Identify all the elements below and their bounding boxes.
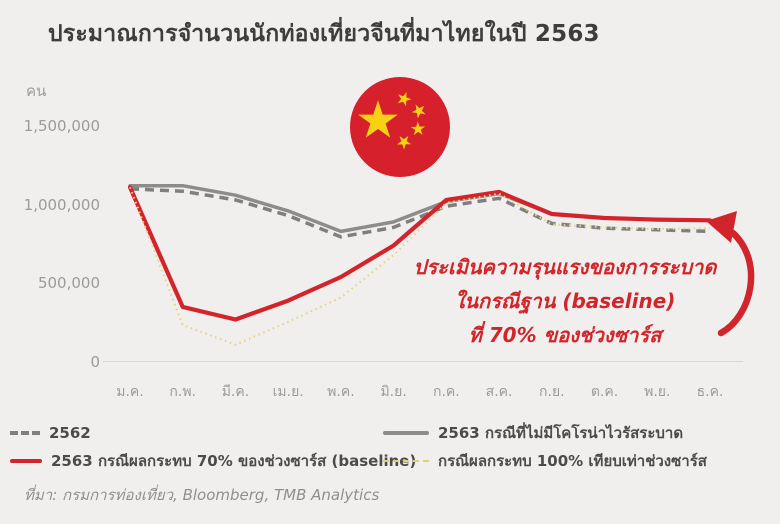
x-axis-tick-label: ก.พ. (169, 384, 197, 400)
legend-swatch-dashed-gray (10, 431, 40, 435)
x-axis-tick-label: มิ.ย. (380, 384, 407, 400)
x-axis-tick-label: เม.ย. (272, 384, 304, 400)
legend-item-2563-no-covid: 2563 กรณีที่ไม่มีโคโรน่าไวรัสระบาด (383, 424, 683, 442)
baseline-annotation: ประเมินความรุนแรงของการระบาด ในกรณีฐาน (… (405, 250, 725, 352)
legend-label: 2563 กรณีผลกระทบ 70% ของช่วงซาร์ส (basel… (51, 452, 417, 470)
y-axis-tick-label: 0 (90, 353, 100, 371)
legend-swatch-dotted-yellow (383, 460, 429, 462)
y-axis-tick-label: 1,500,000 (23, 116, 100, 135)
page-title: ประมาณการจำนวนนักท่องเที่ยวจีนที่มาไทยใน… (48, 21, 600, 47)
x-axis-tick-label: ต.ค. (590, 384, 619, 400)
annotation-line-1: ประเมินความรุนแรงของการระบาด (413, 255, 717, 279)
legend-label: 2563 กรณีที่ไม่มีโคโรน่าไวรัสระบาด (438, 424, 684, 442)
x-axis-tick-label: พ.ย. (644, 384, 671, 400)
y-axis-tick-label: 500,000 (37, 274, 100, 293)
y-axis-tick-label: 1,000,000 (23, 195, 100, 214)
legend-item-impact-100: กรณีผลกระทบ 100% เทียบเท่าช่วงซาร์ส (383, 452, 707, 470)
legend-swatch-solid-red (10, 459, 42, 463)
legend-label: กรณีผลกระทบ 100% เทียบเท่าช่วงซาร์ส (438, 452, 707, 470)
x-axis-tick-label: ส.ค. (485, 384, 513, 400)
x-axis-tick-label: ก.ค. (432, 384, 460, 400)
legend-label: 2562 (49, 424, 91, 442)
annotation-line-2: ในกรณีฐาน (baseline) (454, 289, 676, 313)
x-axis-tick-label: ม.ค. (116, 384, 144, 400)
legend-item-baseline-70: 2563 กรณีผลกระทบ 70% ของช่วงซาร์ส (basel… (10, 452, 416, 470)
x-axis-line (103, 361, 743, 362)
source-note: ที่มา: กรมการท่องเที่ยว, Bloomberg, TMB … (24, 486, 380, 504)
series-line (128, 183, 712, 234)
x-axis-tick-label: มี.ค. (221, 384, 250, 400)
series-line (129, 187, 711, 239)
x-axis-tick-label: ธ.ค. (696, 384, 724, 400)
y-axis-unit-label: คน (26, 82, 47, 100)
annotation-line-3: ที่ 70% ของช่วงซาร์ส (468, 323, 662, 347)
legend-item-2562: 2562 (10, 424, 91, 442)
legend-swatch-solid-gray (383, 431, 429, 435)
x-axis-tick-label: ก.ย. (539, 384, 565, 400)
x-axis-tick-label: พ.ค. (327, 384, 355, 400)
